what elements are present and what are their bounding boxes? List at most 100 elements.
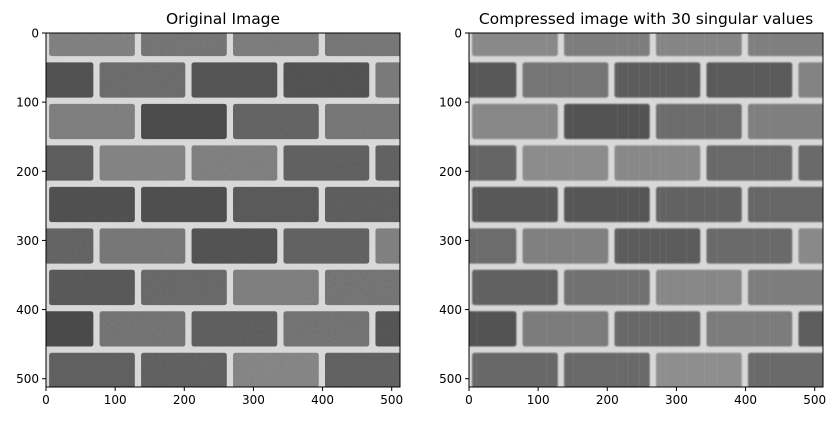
brick: [614, 145, 701, 181]
compression-streak: [627, 33, 630, 387]
brick: [798, 145, 823, 181]
brick: [141, 269, 227, 306]
x-tick-label: 400: [734, 393, 757, 407]
compression-streak: [638, 33, 640, 387]
axes-frame: [468, 32, 824, 388]
brick: [614, 62, 701, 98]
brick: [141, 186, 227, 223]
brick: [141, 352, 227, 387]
brick: [706, 228, 793, 264]
brick: [472, 33, 558, 57]
compression-streak: [659, 33, 661, 387]
brick: [283, 0, 369, 15]
brick: [375, 62, 400, 98]
brick: [469, 62, 517, 98]
x-tick-label: 200: [596, 393, 619, 407]
brick: [191, 145, 278, 181]
brick: [469, 145, 517, 181]
y-tick-label: 200: [439, 165, 462, 179]
brick: [656, 352, 742, 387]
axes-frame: [45, 32, 401, 388]
x-tick-label: 500: [380, 393, 403, 407]
x-tick-label: 100: [527, 393, 550, 407]
compression-streak: [665, 33, 667, 387]
brick: [191, 62, 278, 98]
brick: [141, 103, 227, 140]
brick: [564, 103, 650, 140]
brick-image: [0, 0, 400, 418]
compression-streak: [686, 33, 688, 387]
y-tick-label: 500: [16, 372, 39, 386]
brick: [706, 62, 793, 98]
brick: [99, 228, 186, 264]
y-tick-label: 400: [439, 303, 462, 317]
brick: [747, 352, 823, 387]
brick: [0, 270, 43, 305]
compression-streak: [769, 33, 771, 387]
brick: [614, 228, 701, 264]
brick: [283, 228, 370, 264]
brick: [49, 269, 135, 306]
brick: [747, 33, 823, 57]
brick: [233, 33, 319, 57]
x-tick-label: 300: [665, 393, 688, 407]
x-tick-label: 0: [465, 393, 473, 407]
brick: [99, 145, 186, 181]
brick: [656, 269, 742, 306]
brick: [0, 187, 43, 222]
brick: [656, 186, 742, 223]
brick: [49, 33, 135, 57]
brick: [431, 394, 517, 418]
subplot-title: Original Image: [166, 10, 280, 28]
brick: [798, 228, 823, 264]
y-tick-label: 200: [16, 165, 39, 179]
y-tick-label: 300: [439, 234, 462, 248]
compression-streak: [616, 33, 619, 387]
x-tick-label: 0: [42, 393, 50, 407]
brick: [46, 62, 94, 98]
brick: [99, 311, 186, 347]
compression-streak: [476, 33, 478, 387]
brick: [564, 186, 650, 223]
brick: [233, 269, 319, 306]
brick: [0, 62, 1, 97]
x-tick-label: 500: [803, 393, 826, 407]
brick: [656, 103, 742, 140]
compression-streak: [649, 33, 652, 387]
brick: [0, 145, 1, 180]
brick: [283, 311, 370, 347]
x-tick-label: 300: [242, 393, 265, 407]
brick: [522, 145, 609, 181]
brick: [564, 352, 650, 387]
y-tick-label: 100: [16, 96, 39, 110]
brick: [233, 186, 319, 223]
brick: [522, 311, 609, 347]
brick: [233, 352, 319, 387]
brick: [747, 103, 823, 140]
brick: [472, 103, 558, 140]
brick: [375, 145, 400, 181]
compression-streak: [572, 33, 574, 387]
subplot-title: Compressed image with 30 singular values: [479, 10, 813, 28]
brick: [0, 394, 1, 418]
brick: [49, 186, 135, 223]
brick: [8, 394, 94, 418]
brick: [0, 0, 1, 15]
brick: [522, 228, 609, 264]
y-tick-label: 100: [439, 96, 462, 110]
brick: [469, 228, 517, 264]
brick: [99, 62, 186, 98]
y-tick-label: 0: [31, 27, 39, 41]
brick: [747, 269, 823, 306]
brick: [614, 311, 701, 347]
brick: [46, 145, 94, 181]
brick: [233, 103, 319, 140]
brick: [747, 186, 823, 223]
brick-image: [339, 0, 823, 418]
brick: [141, 33, 227, 57]
brick: [375, 228, 400, 264]
brick: [339, 0, 425, 15]
brick: [564, 33, 650, 57]
